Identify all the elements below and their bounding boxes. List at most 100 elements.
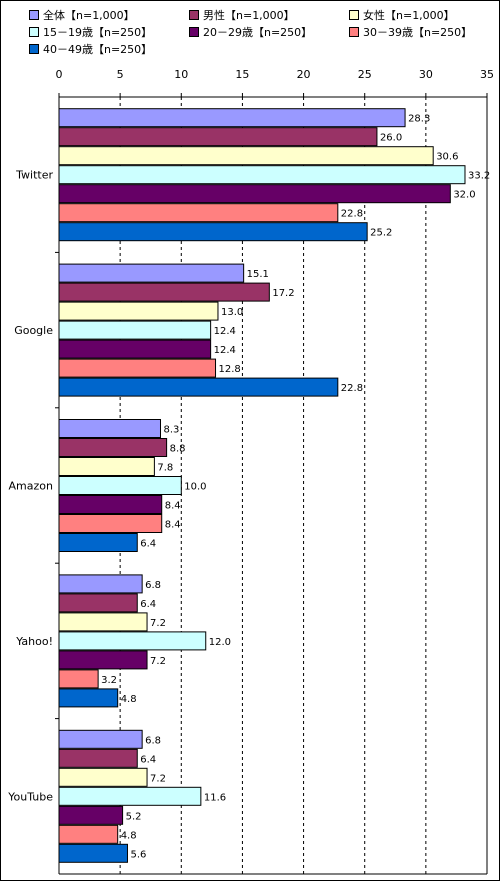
bar	[58, 339, 212, 359]
legend-label: 40－49歳【n=250】	[43, 43, 153, 56]
legend-swatch	[189, 10, 199, 20]
legend-swatch	[349, 27, 359, 37]
bar	[58, 748, 138, 768]
data-label: 7.8	[157, 463, 173, 474]
data-label: 6.4	[140, 599, 156, 610]
bar	[58, 222, 368, 242]
data-label: 12.8	[219, 364, 241, 375]
data-label: 6.8	[145, 735, 161, 746]
bar	[58, 805, 124, 825]
data-label: 4.8	[121, 694, 137, 705]
bar	[58, 203, 339, 223]
legend-item: 全体【n=1,000】	[29, 7, 135, 23]
data-label: 33.2	[468, 171, 490, 182]
data-label: 30.6	[436, 152, 458, 163]
x-tick-label: 20	[297, 68, 311, 81]
legend-item: 20－29歳【n=250】	[189, 24, 312, 40]
x-tick-label: 0	[56, 68, 63, 81]
data-label: 7.2	[150, 656, 166, 667]
data-label: 22.8	[341, 209, 363, 220]
bar	[58, 533, 138, 552]
bar	[58, 457, 155, 476]
data-label: 5.2	[126, 811, 142, 822]
legend-label: 30－39歳【n=250】	[363, 26, 473, 39]
x-tick-label: 5	[117, 68, 124, 81]
bar	[58, 184, 451, 204]
bar	[58, 165, 466, 185]
data-label: 6.4	[140, 754, 156, 765]
data-label: 6.8	[145, 580, 161, 591]
x-tick-label: 35	[480, 68, 494, 81]
bar	[58, 377, 339, 397]
bar	[58, 593, 138, 613]
legend-item: 15－19歳【n=250】	[29, 24, 152, 40]
data-label: 6.4	[140, 539, 156, 550]
data-label: 8.3	[163, 425, 179, 436]
legend-label: 女性【n=1,000】	[363, 9, 455, 22]
bar	[58, 514, 163, 533]
legend-swatch	[29, 27, 39, 37]
bar	[58, 669, 99, 689]
bar	[58, 320, 212, 340]
bar	[58, 729, 143, 749]
legend-swatch	[349, 10, 359, 20]
category-label: YouTube	[7, 790, 53, 803]
legend-label: 20－29歳【n=250】	[203, 26, 313, 39]
bar	[58, 146, 434, 166]
data-label: 15.1	[247, 269, 269, 280]
bar	[58, 843, 128, 863]
legend-label: 全体【n=1,000】	[43, 9, 135, 22]
category-label: Yahoo!	[15, 635, 53, 648]
bar	[58, 476, 182, 495]
bar	[58, 574, 143, 594]
bar	[58, 127, 378, 147]
bar	[58, 263, 245, 283]
data-label: 8.4	[165, 520, 181, 531]
data-label: 13.0	[221, 307, 243, 318]
legend-swatch	[29, 10, 39, 20]
data-label: 10.0	[184, 482, 206, 493]
data-label: 17.2	[272, 288, 294, 299]
data-label: 12.4	[214, 345, 236, 356]
bar	[58, 612, 148, 632]
data-label: 12.0	[209, 637, 231, 648]
data-label: 8.4	[165, 501, 181, 512]
x-tick-label: 30	[419, 68, 433, 81]
bar	[58, 301, 219, 321]
data-label: 7.2	[150, 618, 166, 629]
data-label: 8.8	[170, 444, 186, 455]
data-label: 28.3	[408, 114, 430, 125]
bar	[58, 786, 202, 806]
legend-swatch	[189, 27, 199, 37]
bar	[58, 358, 217, 378]
data-label: 3.2	[101, 675, 117, 686]
x-tick-label: 15	[235, 68, 249, 81]
bar	[58, 419, 161, 438]
x-tick-label: 25	[358, 68, 372, 81]
data-label: 12.4	[214, 326, 236, 337]
bar	[58, 108, 406, 128]
bar	[58, 650, 148, 670]
legend-item: 30－39歳【n=250】	[349, 24, 472, 40]
x-tick-label: 10	[174, 68, 188, 81]
data-label: 25.2	[370, 228, 392, 239]
category-label: Google	[14, 324, 53, 337]
legend: 全体【n=1,000】 男性【n=1,000】 女性【n=1,000】 15－19歳【…	[29, 7, 499, 63]
data-label: 5.6	[130, 849, 146, 860]
data-label: 7.2	[150, 773, 166, 784]
data-label: 26.0	[380, 133, 402, 144]
legend-label: 15－19歳【n=250】	[43, 26, 153, 39]
legend-label: 男性【n=1,000】	[203, 9, 295, 22]
bar	[58, 282, 270, 302]
bar	[58, 824, 119, 844]
legend-swatch	[29, 44, 39, 54]
data-label: 4.8	[121, 830, 137, 841]
bar	[58, 438, 168, 457]
bar	[58, 631, 207, 651]
bar	[58, 495, 163, 514]
data-label: 11.6	[204, 792, 226, 803]
legend-item: 男性【n=1,000】	[189, 7, 295, 23]
bar	[58, 767, 148, 787]
